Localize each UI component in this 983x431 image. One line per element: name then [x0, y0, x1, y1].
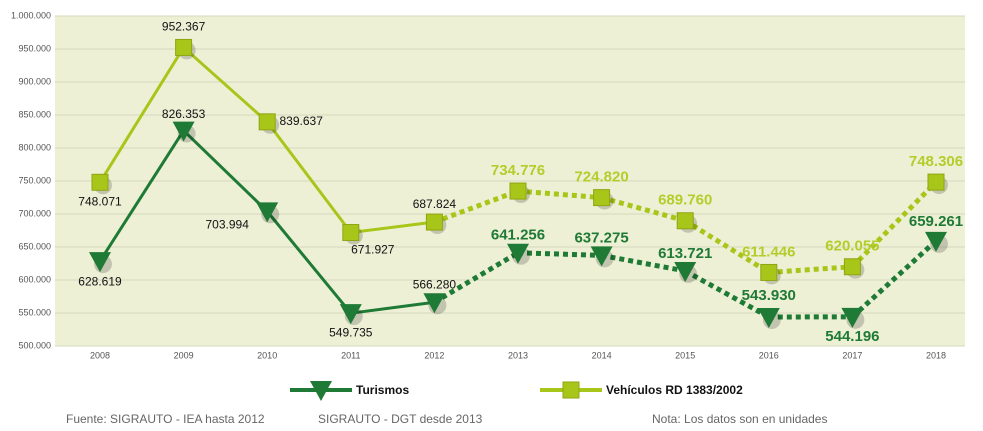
- data-label: 671.927: [351, 243, 395, 257]
- line-segment: [266, 120, 352, 234]
- marker: [757, 308, 780, 329]
- marker: [175, 38, 193, 56]
- y-tick-label: 900.000: [18, 76, 51, 86]
- data-label: 628.619: [78, 274, 122, 288]
- marker: [172, 121, 195, 142]
- line-segment: [98, 129, 185, 262]
- x-tick-label: 2008: [90, 350, 110, 360]
- line-segment: [98, 46, 185, 184]
- data-label: 613.721: [658, 245, 712, 262]
- data-label: 659.261: [909, 213, 963, 230]
- line-segment: [182, 129, 269, 213]
- x-tick-label: 2016: [759, 350, 779, 360]
- x-tick-label: 2018: [926, 350, 946, 360]
- series-0: 628.619 826.353 703.994 549.735 566.280 641.2…: [78, 107, 963, 345]
- data-label: 703.994: [206, 218, 250, 232]
- data-label: 748.071: [78, 194, 122, 208]
- marker: [258, 113, 276, 131]
- x-tick-label: 2012: [424, 350, 444, 360]
- series-1: 748.071 952.367 839.637 671.927 687.824 734.7…: [78, 20, 963, 285]
- marker: [843, 258, 861, 276]
- units-note: Nota: Los datos son en unidades: [652, 412, 827, 426]
- marker: [593, 189, 611, 207]
- y-tick-label: 950.000: [18, 43, 51, 53]
- data-label: 641.256: [491, 227, 545, 244]
- line-segment: [850, 239, 938, 319]
- data-label: 543.930: [742, 287, 796, 304]
- line-segment: [350, 300, 435, 315]
- marker: [841, 307, 864, 328]
- x-tick-label: 2015: [675, 350, 695, 360]
- marker: [676, 212, 694, 230]
- y-tick-label: 800.000: [18, 142, 51, 152]
- line-segment: [600, 195, 686, 224]
- legend-marker: [310, 381, 332, 401]
- marker: [507, 243, 529, 264]
- marker: [89, 252, 111, 273]
- legend-label: Turismos: [356, 383, 409, 397]
- legend-marker: [562, 381, 580, 399]
- line-segment: [266, 210, 352, 315]
- y-tick-label: 650.000: [18, 241, 51, 251]
- y-tick-label: 750.000: [18, 175, 51, 185]
- line-segment: [182, 46, 269, 123]
- y-tick-label: 500.000: [18, 340, 51, 350]
- x-tick-label: 2010: [257, 350, 277, 360]
- data-label: 611.446: [742, 243, 795, 260]
- source-note: SIGRAUTO - DGT desde 2013: [318, 412, 483, 426]
- line-segment: [433, 250, 520, 305]
- marker: [509, 182, 527, 200]
- x-tick-label: 2014: [592, 350, 612, 360]
- y-tick-label: 550.000: [18, 307, 51, 317]
- marker: [674, 261, 697, 282]
- data-label: 734.776: [491, 162, 545, 179]
- line-segment: [350, 220, 435, 235]
- data-label: 689.760: [658, 192, 712, 209]
- data-label: 687.824: [413, 197, 457, 211]
- data-label: 637.275: [574, 229, 628, 246]
- data-label: 839.637: [280, 114, 324, 128]
- line-segment: [517, 250, 602, 258]
- marker: [590, 246, 613, 267]
- line-segment: [768, 264, 853, 275]
- y-tick-label: 1.000.000: [11, 10, 51, 20]
- marker: [760, 263, 778, 281]
- line-segment: [433, 188, 519, 225]
- marker: [423, 293, 446, 314]
- marker: [91, 173, 109, 191]
- y-tick-label: 700.000: [18, 208, 51, 218]
- data-label: 620.055: [825, 238, 879, 255]
- data-label: 566.280: [413, 277, 457, 291]
- line-segment: [683, 268, 771, 320]
- data-label: 724.820: [574, 169, 628, 186]
- y-tick-label: 600.000: [18, 274, 51, 284]
- x-tick-label: 2009: [174, 350, 194, 360]
- legend-label: Vehículos RD 1383/2002: [606, 383, 743, 397]
- line-segment: [683, 218, 771, 275]
- data-label: 748.306: [909, 153, 963, 170]
- marker: [927, 173, 945, 191]
- data-label: 549.735: [329, 325, 373, 339]
- marker: [339, 304, 362, 325]
- line-segment: [517, 188, 602, 201]
- marker: [425, 213, 443, 231]
- data-label: 544.196: [825, 328, 879, 345]
- x-tick-label: 2013: [508, 350, 528, 360]
- marker: [925, 231, 947, 252]
- source-note: Fuente: SIGRAUTO - IEA hasta 2012: [66, 412, 265, 426]
- y-tick-label: 850.000: [18, 109, 51, 119]
- data-label: 826.353: [162, 107, 206, 121]
- x-tick-label: 2011: [341, 350, 360, 360]
- line-segment: [850, 180, 938, 269]
- data-label: 952.367: [162, 20, 206, 34]
- marker: [256, 202, 279, 223]
- marker: [342, 224, 360, 242]
- x-tick-label: 2017: [842, 350, 862, 360]
